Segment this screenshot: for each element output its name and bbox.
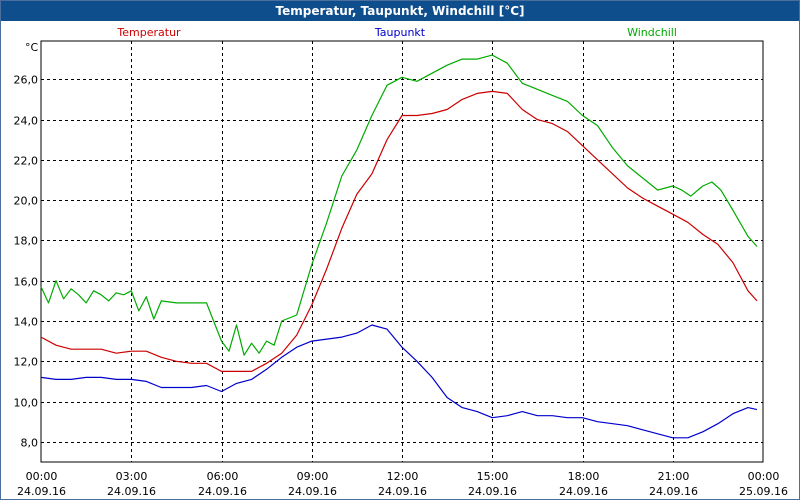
legend-item-taupunkt: Taupunkt xyxy=(374,26,426,39)
x-tick-date-label: 25.09.16 xyxy=(739,485,788,498)
y-tick-label: 18,0 xyxy=(14,235,39,248)
x-tick-time-label: 18:00 xyxy=(568,470,600,483)
x-axis-ticks: 00:00 24.09.16 03:00 24.09.16 06:00 24.09.16 0… xyxy=(17,470,788,498)
x-tick-time-label: 15:00 xyxy=(477,470,509,483)
x-tick-time-label: 00:00 xyxy=(26,470,58,483)
grid-lines xyxy=(41,41,763,462)
x-tick-date-label: 24.09.16 xyxy=(378,485,427,498)
y-axis-ticks: 8,0 10,0 12,0 14,0 16,0 18,0 20,0 22,0 24,0 26,0 xyxy=(14,74,39,450)
legend-item-temperatur: Temperatur xyxy=(116,26,181,39)
x-tick-date-label: 24.09.16 xyxy=(649,485,698,498)
y-tick-label: 26,0 xyxy=(14,74,39,87)
y-tick-label: 10,0 xyxy=(14,397,39,410)
x-tick-time-label: 00:00 xyxy=(748,470,780,483)
y-tick-label: 24,0 xyxy=(14,115,39,128)
y-tick-label: 8,0 xyxy=(21,437,39,450)
legend-item-windchill: Windchill xyxy=(627,26,677,39)
y-tick-label: 12,0 xyxy=(14,356,39,369)
chart-title: Temperatur, Taupunkt, Windchill [°C] xyxy=(1,1,799,21)
series-line-windchill xyxy=(40,54,758,356)
y-axis-unit-label: °C xyxy=(25,41,39,54)
x-tick-date-label: 24.09.16 xyxy=(107,485,156,498)
series-line-taupunkt xyxy=(40,324,758,439)
x-tick-date-label: 24.09.16 xyxy=(17,485,66,498)
series-lines xyxy=(40,54,758,439)
x-tick-time-label: 12:00 xyxy=(387,470,419,483)
x-tick-time-label: 21:00 xyxy=(658,470,690,483)
x-tick-time-label: 09:00 xyxy=(297,470,329,483)
y-tick-label: 22,0 xyxy=(14,155,39,168)
x-tick-date-label: 24.09.16 xyxy=(468,485,517,498)
x-tick-time-label: 06:00 xyxy=(207,470,239,483)
x-tick-time-label: 03:00 xyxy=(116,470,148,483)
x-tick-date-label: 24.09.16 xyxy=(288,485,337,498)
y-tick-label: 14,0 xyxy=(14,316,39,329)
legend: Temperatur Taupunkt Windchill xyxy=(116,26,677,39)
y-tick-label: 20,0 xyxy=(14,195,39,208)
series-line-temperatur xyxy=(40,90,758,372)
x-tick-date-label: 24.09.16 xyxy=(198,485,247,498)
x-tick-date-label: 24.09.16 xyxy=(559,485,608,498)
y-tick-label: 16,0 xyxy=(14,276,39,289)
